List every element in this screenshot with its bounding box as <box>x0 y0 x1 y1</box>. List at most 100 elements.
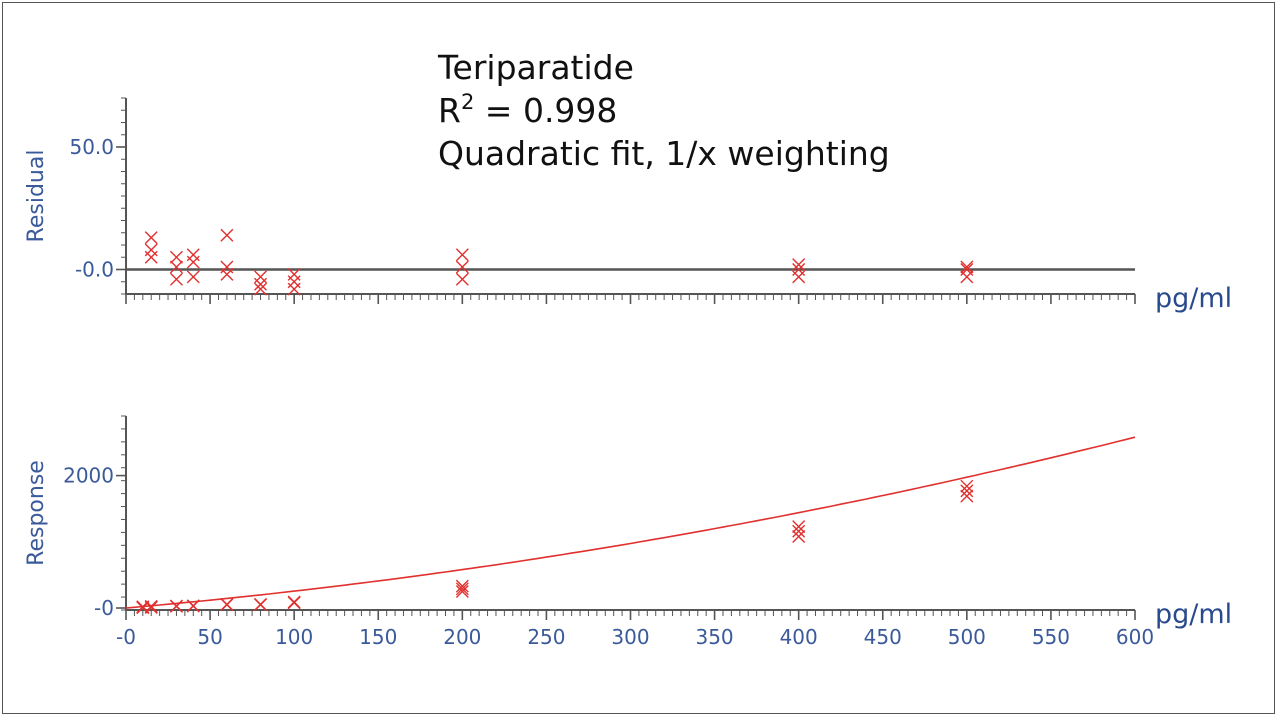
data-point <box>254 270 268 284</box>
data-point-stroke <box>960 484 974 498</box>
data-point-stroke <box>792 270 806 284</box>
data-point <box>220 598 234 612</box>
data-point-stroke <box>169 272 183 286</box>
data-point <box>186 248 200 262</box>
data-point <box>169 599 183 613</box>
data-point <box>254 277 268 291</box>
data-point-stroke <box>144 600 158 614</box>
data-point-stroke <box>254 598 268 612</box>
data-point <box>455 584 469 598</box>
x-tick-label: 250 <box>527 625 565 649</box>
data-point-stroke <box>792 530 806 544</box>
data-point <box>455 582 469 596</box>
data-point-stroke <box>287 596 301 610</box>
data-point-stroke <box>287 282 301 296</box>
x-tick-label: 400 <box>780 625 818 649</box>
x-tick-label: 600 <box>1116 625 1154 649</box>
data-point-stroke <box>960 260 974 274</box>
data-point <box>169 250 183 264</box>
data-point-stroke <box>960 270 974 284</box>
data-point <box>287 275 301 289</box>
y-tick-label: 50.0 <box>69 135 114 159</box>
y-tick-label: -0 <box>94 596 114 620</box>
r-squared-value: = 0.998 <box>474 91 618 130</box>
y-axis-title: Residual <box>24 150 49 243</box>
data-point <box>960 489 974 503</box>
data-point <box>144 243 158 257</box>
data-point <box>169 260 183 274</box>
data-point-stroke <box>455 584 469 598</box>
data-point <box>186 599 200 613</box>
r-squared-label: R <box>438 91 461 130</box>
data-point-stroke <box>960 479 974 493</box>
data-point <box>144 250 158 264</box>
data-point <box>792 270 806 284</box>
y-tick-label: -0.0 <box>75 258 114 282</box>
data-point <box>960 479 974 493</box>
y-axis-title: Response <box>24 460 49 566</box>
x-tick-label: -0 <box>116 625 136 649</box>
data-point-stroke <box>455 248 469 262</box>
data-point <box>186 255 200 269</box>
data-point-stroke <box>254 277 268 291</box>
data-point-stroke <box>455 582 469 596</box>
x-unit-label: pg/ml <box>1155 599 1232 630</box>
data-point-stroke <box>169 250 183 264</box>
y-tick-label: 2000 <box>63 464 114 488</box>
data-point <box>455 579 469 593</box>
data-point <box>220 228 234 242</box>
compound-name: Teriparatide <box>438 48 634 87</box>
x-tick-label: 350 <box>695 625 733 649</box>
data-point <box>792 258 806 272</box>
data-point <box>960 484 974 498</box>
fit-curve <box>125 436 1136 609</box>
data-point <box>220 260 234 274</box>
data-point-stroke <box>220 598 234 612</box>
data-point <box>792 524 806 538</box>
data-point-stroke <box>254 282 268 296</box>
x-tick-label: 200 <box>443 625 481 649</box>
data-point <box>455 260 469 274</box>
data-point-stroke <box>186 270 200 284</box>
data-point-stroke <box>792 524 806 538</box>
data-point-stroke <box>455 260 469 274</box>
data-point <box>455 248 469 262</box>
data-point-stroke <box>169 599 183 613</box>
r-squared: R2 = 0.998 <box>438 89 890 132</box>
response-panel: -0 2000 Response pg/ml -0 50 100 150 200 250 300 35… <box>24 415 1232 649</box>
x-tick-label: 550 <box>1032 625 1070 649</box>
x-unit-label: pg/ml <box>1155 283 1232 314</box>
data-point-stroke <box>186 255 200 269</box>
data-point-stroke <box>960 489 974 503</box>
data-point <box>220 267 234 281</box>
x-tick-label: 300 <box>611 625 649 649</box>
data-point <box>792 530 806 544</box>
data-point <box>186 270 200 284</box>
r-squared-exponent: 2 <box>460 90 475 114</box>
data-point-stroke <box>220 267 234 281</box>
data-point <box>792 520 806 534</box>
data-point <box>169 272 183 286</box>
data-point-stroke <box>186 599 200 613</box>
data-point-stroke <box>144 250 158 264</box>
x-tick-label: 500 <box>948 625 986 649</box>
data-point-stroke <box>144 231 158 245</box>
data-point <box>455 272 469 286</box>
x-tick-label: 450 <box>864 625 902 649</box>
data-point <box>254 282 268 296</box>
data-point-stroke <box>169 260 183 274</box>
data-point <box>144 231 158 245</box>
data-point <box>254 598 268 612</box>
x-tick-label: 50 <box>197 625 222 649</box>
data-point <box>960 260 974 274</box>
x-tick-label: 100 <box>275 625 313 649</box>
data-point-stroke <box>220 228 234 242</box>
data-point-stroke <box>455 272 469 286</box>
data-point-stroke <box>792 258 806 272</box>
x-tick-label: 150 <box>359 625 397 649</box>
chart-annotation: Teriparatide R2 = 0.998 Quadratic fit, 1… <box>438 46 890 175</box>
data-point-stroke <box>455 579 469 593</box>
data-point-stroke <box>792 520 806 534</box>
